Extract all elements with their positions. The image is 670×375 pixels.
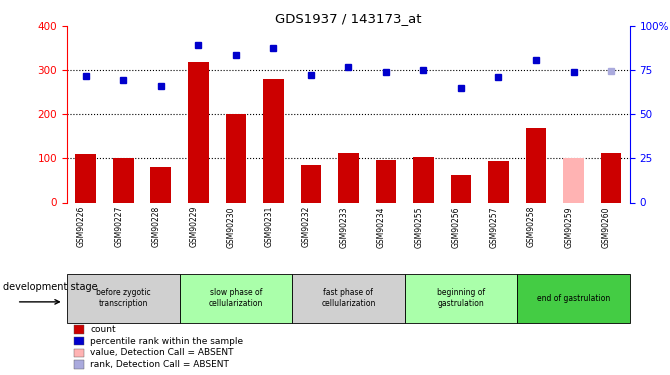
Text: GSM90234: GSM90234 (377, 206, 386, 248)
Bar (601, 153, 621, 203)
Text: percentile rank within the sample: percentile rank within the sample (90, 337, 244, 346)
Text: GSM90257: GSM90257 (490, 206, 498, 248)
Bar (263, 79, 283, 203)
Text: before zygotic
transcription: before zygotic transcription (96, 288, 151, 308)
Bar (563, 158, 584, 203)
Bar (292, 274, 405, 322)
Bar (413, 157, 433, 203)
Bar (226, 114, 246, 202)
Text: GSM90260: GSM90260 (602, 206, 611, 248)
Bar (188, 62, 208, 202)
Text: rank, Detection Call = ABSENT: rank, Detection Call = ABSENT (90, 360, 229, 369)
Bar (376, 160, 396, 202)
Bar (151, 167, 171, 202)
Bar (180, 274, 292, 322)
Title: GDS1937 / 143173_at: GDS1937 / 143173_at (275, 12, 421, 25)
Bar (113, 158, 133, 203)
Text: beginning of
gastrulation: beginning of gastrulation (437, 288, 485, 308)
Text: slow phase of
cellularization: slow phase of cellularization (208, 288, 263, 308)
Bar (301, 165, 321, 202)
Bar (451, 175, 471, 202)
Text: GSM90228: GSM90228 (152, 206, 161, 248)
Bar (488, 161, 509, 202)
Text: GSM90231: GSM90231 (265, 206, 273, 248)
Text: GSM90229: GSM90229 (190, 206, 198, 248)
Text: GSM90227: GSM90227 (115, 206, 123, 248)
Text: development stage: development stage (3, 282, 98, 292)
Text: GSM90230: GSM90230 (227, 206, 236, 248)
Bar (76, 154, 96, 203)
Text: GSM90259: GSM90259 (565, 206, 574, 248)
Text: GSM90255: GSM90255 (415, 206, 423, 248)
Bar (405, 274, 517, 322)
Bar (338, 153, 358, 203)
Bar (67, 274, 180, 322)
Text: GSM90256: GSM90256 (452, 206, 461, 248)
Text: GSM90232: GSM90232 (302, 206, 311, 248)
Bar (517, 274, 630, 322)
Text: end of gastrulation: end of gastrulation (537, 294, 610, 303)
Text: GSM90233: GSM90233 (340, 206, 348, 248)
Text: GSM90258: GSM90258 (527, 206, 536, 248)
Text: count: count (90, 325, 116, 334)
Text: value, Detection Call = ABSENT: value, Detection Call = ABSENT (90, 348, 234, 357)
Text: GSM90226: GSM90226 (77, 206, 86, 248)
Text: fast phase of
cellularization: fast phase of cellularization (321, 288, 376, 308)
Bar (526, 129, 546, 202)
